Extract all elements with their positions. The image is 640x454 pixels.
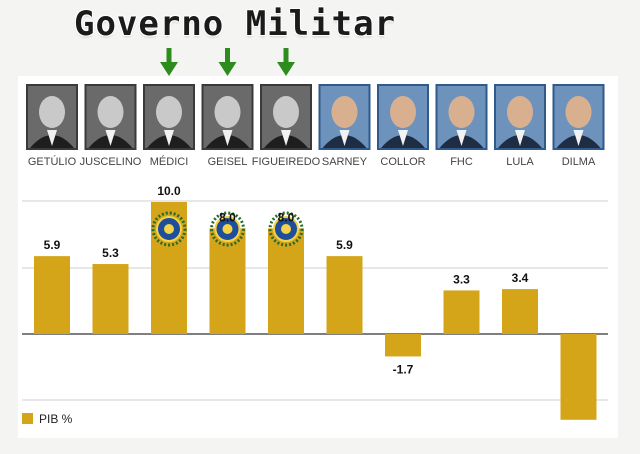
value-label-juscelino: 5.3 [102, 246, 119, 260]
military-emblem-icon [268, 211, 304, 247]
military-emblem-icon [151, 211, 187, 247]
president-name-juscelino: JUSCELINO [80, 156, 142, 168]
value-label-sarney: 5.9 [336, 238, 353, 252]
legend-swatch [22, 413, 33, 424]
president-name-sarney: SARNEY [322, 156, 368, 168]
value-label-figueiredo: 8.0 [278, 210, 295, 224]
president-name-getulio: GETÚLIO [28, 155, 77, 168]
president-name-fhc: FHC [450, 156, 473, 168]
bar-collor [385, 334, 421, 357]
legend-label: PIB % [39, 412, 73, 426]
military-emblem-icon [210, 211, 245, 247]
portrait-juscelino [84, 84, 137, 150]
value-label-lula: 3.4 [512, 271, 529, 285]
arrows-layer [160, 48, 295, 76]
portrait-lula [494, 84, 546, 150]
president-names-layer: GETÚLIO JUSCELINO MÉDICI GEISEL FIGUEIREDO SA… [28, 155, 596, 168]
bar-sarney [326, 256, 363, 334]
president-name-figueiredo: FIGUEIREDO [252, 156, 321, 168]
chart-header-title: Governo Militar [73, 4, 397, 44]
portraits-layer [26, 84, 605, 150]
portrait-medici [143, 84, 195, 150]
portrait-figueiredo [260, 84, 312, 150]
value-label-fhc: 3.3 [453, 272, 470, 286]
president-name-collor: COLLOR [380, 156, 425, 168]
portrait-geisel [201, 84, 254, 150]
down-arrow-icon [218, 48, 237, 76]
bar-juscelino [92, 264, 129, 334]
down-arrow-icon [160, 48, 178, 76]
emblems-layer [151, 211, 304, 247]
legend: PIB % [22, 412, 73, 426]
president-name-medici: MÉDICI [150, 155, 189, 168]
bars-layer [34, 202, 597, 420]
bar-fhc [443, 290, 480, 334]
bar-getulio [34, 256, 70, 334]
value-label-collor: -1.7 [393, 362, 414, 376]
president-name-lula: LULA [506, 156, 534, 168]
down-arrow-icon [277, 48, 295, 76]
president-name-dilma: DILMA [562, 156, 596, 168]
value-label-medici: 10.0 [157, 184, 181, 198]
value-label-getulio: 5.9 [44, 238, 61, 252]
portrait-collor [377, 84, 429, 150]
portrait-fhc [435, 84, 488, 150]
portrait-dilma [552, 84, 605, 150]
value-label-geisel: 8.0 [219, 210, 236, 224]
bar-lula [502, 289, 538, 334]
portrait-sarney [318, 84, 371, 150]
bar-dilma [560, 334, 597, 420]
president-name-geisel: GEISEL [208, 156, 248, 168]
portrait-getulio [26, 84, 78, 150]
value-labels-layer: 5.9 5.3 10.0 8.0 8.0 5.9 -1.7 3.3 3.4 [44, 184, 529, 376]
